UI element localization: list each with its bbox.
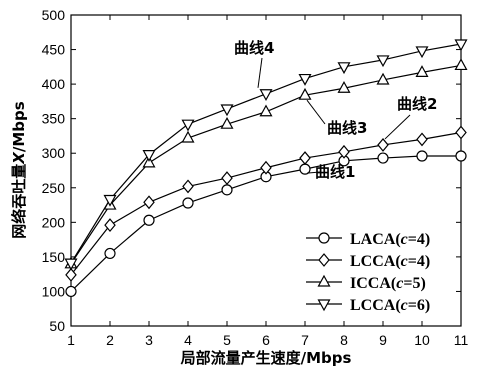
annotation-leader: [257, 57, 263, 88]
y-tick-label: 50: [49, 318, 65, 334]
data-point: [455, 125, 467, 140]
legend-marker: [318, 253, 330, 267]
x-tick-label: 2: [106, 332, 114, 348]
data-point: [415, 46, 429, 59]
y-tick-label: 250: [42, 180, 66, 196]
data-point: [377, 137, 389, 152]
data-point: [337, 62, 351, 75]
annotation-label: 曲线4: [234, 39, 274, 57]
data-point: [104, 247, 116, 260]
y-tick-label: 300: [42, 145, 66, 161]
data-point: [182, 197, 194, 209]
y-tick-label: 100: [42, 283, 66, 299]
x-tick-label: 6: [262, 332, 270, 348]
data-point: [377, 152, 389, 164]
y-tick-label: 150: [42, 249, 66, 265]
x-tick-label: 3: [145, 332, 153, 348]
legend: LACA(c=4) LCCA(c=4) ICCA(c=5) LCCA(c=6): [306, 231, 430, 314]
data-point: [415, 65, 429, 77]
y-axis-label: 网络吞吐量X/Mbps: [10, 101, 28, 238]
data-point: [338, 144, 350, 159]
legend-label: LACA(c=4): [350, 231, 430, 248]
data-point: [142, 155, 156, 168]
data-point: [260, 160, 272, 175]
series-markers: [64, 39, 468, 298]
data-point: [299, 151, 311, 165]
y-tick-label: 400: [42, 76, 66, 92]
annotation-label: 曲线2: [397, 95, 437, 113]
data-point: [455, 150, 467, 162]
y-tick-label: 350: [42, 111, 66, 127]
data-point: [64, 258, 78, 271]
annotation-label: 曲线3: [327, 119, 367, 137]
legend-marker: [317, 299, 331, 312]
data-point: [220, 104, 234, 117]
data-point: [143, 195, 155, 210]
data-point: [298, 73, 312, 86]
annotation-label: 曲线1: [315, 163, 355, 181]
x-tick-label: 4: [184, 332, 192, 348]
x-tick-label: 1: [67, 332, 75, 348]
data-point: [454, 39, 468, 52]
legend-label: LCCA(c=6): [350, 297, 430, 314]
data-point: [337, 81, 351, 93]
legend-marker: [318, 232, 330, 244]
data-point: [259, 89, 273, 102]
legend-label: LCCA(c=4): [350, 253, 430, 270]
legend-label: ICCA(c=5): [350, 275, 426, 292]
data-point: [221, 171, 233, 186]
data-point: [259, 104, 273, 117]
data-point: [65, 285, 77, 298]
x-tick-label: 11: [454, 332, 469, 348]
data-point: [65, 267, 77, 282]
data-point: [298, 87, 312, 100]
data-point: [181, 130, 195, 143]
data-point: [454, 58, 468, 71]
data-point: [220, 116, 234, 129]
x-axis-label: 局部流量产生速度/Mbps: [180, 349, 352, 367]
data-point: [181, 119, 195, 132]
data-point: [143, 214, 155, 226]
annotation-leader: [306, 99, 326, 125]
axis-ticks: 1 2 3 4 5 6 7 8 9 10 11 50 100 150 200 250 300 350 400 450 5…: [42, 7, 469, 348]
curve-annotations: 曲线4 曲线3 曲线2 曲线1: [234, 39, 437, 181]
data-point: [104, 218, 116, 233]
data-point: [376, 72, 390, 85]
x-tick-label: 8: [340, 332, 348, 348]
x-tick-label: 5: [223, 332, 231, 348]
y-tick-label: 450: [42, 42, 66, 58]
x-tick-label: 9: [379, 332, 387, 348]
y-tick-label: 200: [42, 214, 66, 230]
annotation-leader: [306, 171, 321, 174]
data-point: [416, 150, 428, 162]
x-tick-label: 7: [301, 332, 309, 348]
data-point: [142, 150, 156, 162]
data-point: [376, 55, 390, 68]
data-point: [103, 194, 117, 207]
annotation-leader: [384, 114, 411, 140]
x-tick-label: 10: [414, 332, 430, 348]
legend-marker: [317, 274, 331, 287]
y-tick-label: 500: [42, 7, 66, 23]
data-point: [416, 132, 428, 147]
data-point: [221, 184, 233, 196]
data-point: [182, 179, 194, 194]
